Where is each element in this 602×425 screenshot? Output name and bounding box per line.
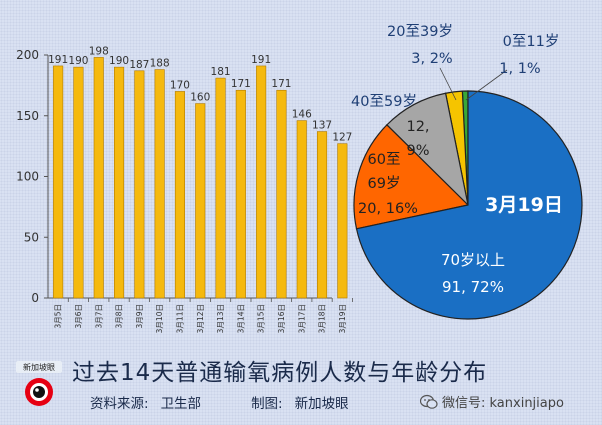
bar	[154, 69, 165, 299]
logo-banner	[16, 361, 62, 373]
x-tick-label: 3月16日	[277, 304, 286, 333]
pie-slice-label: 20至39岁	[387, 23, 453, 40]
bar-value-label: 170	[170, 79, 190, 91]
made-by-value: 新加坡眼	[294, 396, 349, 412]
pie-center-label: 3月19日	[485, 194, 563, 216]
y-tick-label: 100	[16, 170, 39, 184]
bar-value-label: 171	[271, 78, 291, 90]
bar	[337, 143, 348, 299]
pie-slice-label: 12,	[406, 119, 429, 135]
y-tick-labels: 0 50 100 150 200	[16, 48, 48, 305]
logo-text: 新加坡眼	[23, 362, 55, 372]
source-label: 资料来源:	[90, 396, 149, 412]
bar-value-label: 191	[251, 54, 271, 66]
bar-value-label: 187	[129, 59, 149, 71]
bar	[195, 103, 206, 299]
watermark-text: 微信号: kanxinjiapo	[442, 396, 564, 411]
x-tick-label: 3月15日	[257, 304, 266, 333]
x-tick-label: 3月18日	[318, 304, 327, 333]
pie-slice	[355, 90, 583, 320]
bar-value-label: 198	[89, 45, 109, 57]
bar-value-label: 146	[292, 109, 312, 121]
bar-value-label: 171	[231, 78, 251, 90]
pie-labels: 0至11岁 1, 1% 20至39岁 3, 2% 40至59岁 12, 9% 60至 69岁 20…	[351, 23, 563, 296]
pie-slice-label: 69岁	[368, 175, 401, 192]
x-tick-label: 3月6日	[74, 304, 83, 329]
wechat-icon	[420, 394, 438, 409]
bar	[296, 120, 307, 299]
pie-slice-label: 0至11岁	[503, 33, 560, 50]
x-tick-label: 3月12日	[196, 304, 205, 333]
bar-value-label: 160	[190, 92, 210, 104]
pie-slices	[353, 90, 583, 320]
x-tick-label: 3月19日	[338, 304, 347, 333]
chart-title: 过去14天普通输氧病例人数与年龄分布	[72, 360, 488, 386]
source-line: 资料来源: 卫生部 制图: 新加坡眼	[90, 392, 361, 412]
logo-highlight	[35, 388, 39, 392]
logo-eye	[33, 386, 45, 398]
pie-slice-label: 1, 1%	[499, 61, 540, 77]
pie-leader-line	[465, 69, 508, 101]
bar-value-label: 191	[48, 54, 68, 66]
pie-slice-label: 9%	[406, 143, 429, 159]
x-tick-label: 3月9日	[135, 304, 144, 329]
bar	[235, 89, 246, 299]
y-tick-label: 150	[16, 109, 39, 123]
bar	[215, 77, 226, 299]
y-tick-label: 200	[16, 48, 39, 62]
bar	[276, 89, 287, 299]
pie-slice-label: 20, 16%	[358, 201, 418, 217]
y-tick-label: 0	[31, 291, 39, 305]
pie-leader-line	[439, 67, 457, 101]
pie-slice	[353, 124, 470, 230]
bar	[114, 66, 125, 299]
source-value: 卫生部	[160, 396, 202, 412]
bar	[174, 91, 185, 299]
bar	[93, 57, 104, 299]
pie-slice-label: 40至59岁	[351, 93, 417, 110]
bar	[316, 131, 328, 299]
bar	[73, 66, 84, 299]
pie-chart: 0至11岁 1, 1% 20至39岁 3, 2% 40至59岁 12, 9% 60至 69岁 20…	[351, 23, 583, 320]
made-by-label: 制图:	[251, 396, 283, 412]
x-tick-label: 3月14日	[236, 304, 245, 333]
x-tick-label: 3月8日	[115, 304, 124, 329]
wechat-watermark: 微信号: kanxinjiapo	[420, 392, 564, 411]
bar	[256, 65, 267, 299]
x-tick-label: 3月17日	[297, 304, 306, 333]
bars	[53, 57, 348, 299]
bar-value-label: 190	[68, 55, 88, 67]
bar-value-label: 127	[332, 132, 352, 144]
bar-value-label: 188	[150, 58, 170, 70]
x-tick-label: 3月10日	[155, 304, 164, 333]
bar-value-label: 137	[312, 120, 332, 132]
pie-slice-label: 60至	[368, 152, 401, 168]
brand-logo: 新加坡眼	[16, 361, 62, 406]
x-tick-labels: 3月5日 3月6日 3月7日 3月8日 3月9日 3月10日 3月11日 3月12日 3月13日…	[54, 298, 353, 333]
y-tick-label: 50	[24, 230, 39, 244]
x-tick-label: 3月5日	[54, 304, 63, 329]
pie-slice-label: 91, 72%	[442, 278, 504, 296]
pie-slice-label: 3, 2%	[411, 51, 452, 67]
bar-value-label: 190	[109, 55, 129, 67]
x-tick-label: 3月13日	[216, 304, 225, 333]
pie-slice-label: 70岁以上	[441, 251, 505, 269]
x-tick-label: 3月11日	[175, 304, 184, 333]
x-tick-label: 3月7日	[94, 304, 103, 329]
bar	[53, 65, 64, 299]
bar	[134, 70, 145, 299]
bar-value-label: 181	[211, 66, 231, 78]
